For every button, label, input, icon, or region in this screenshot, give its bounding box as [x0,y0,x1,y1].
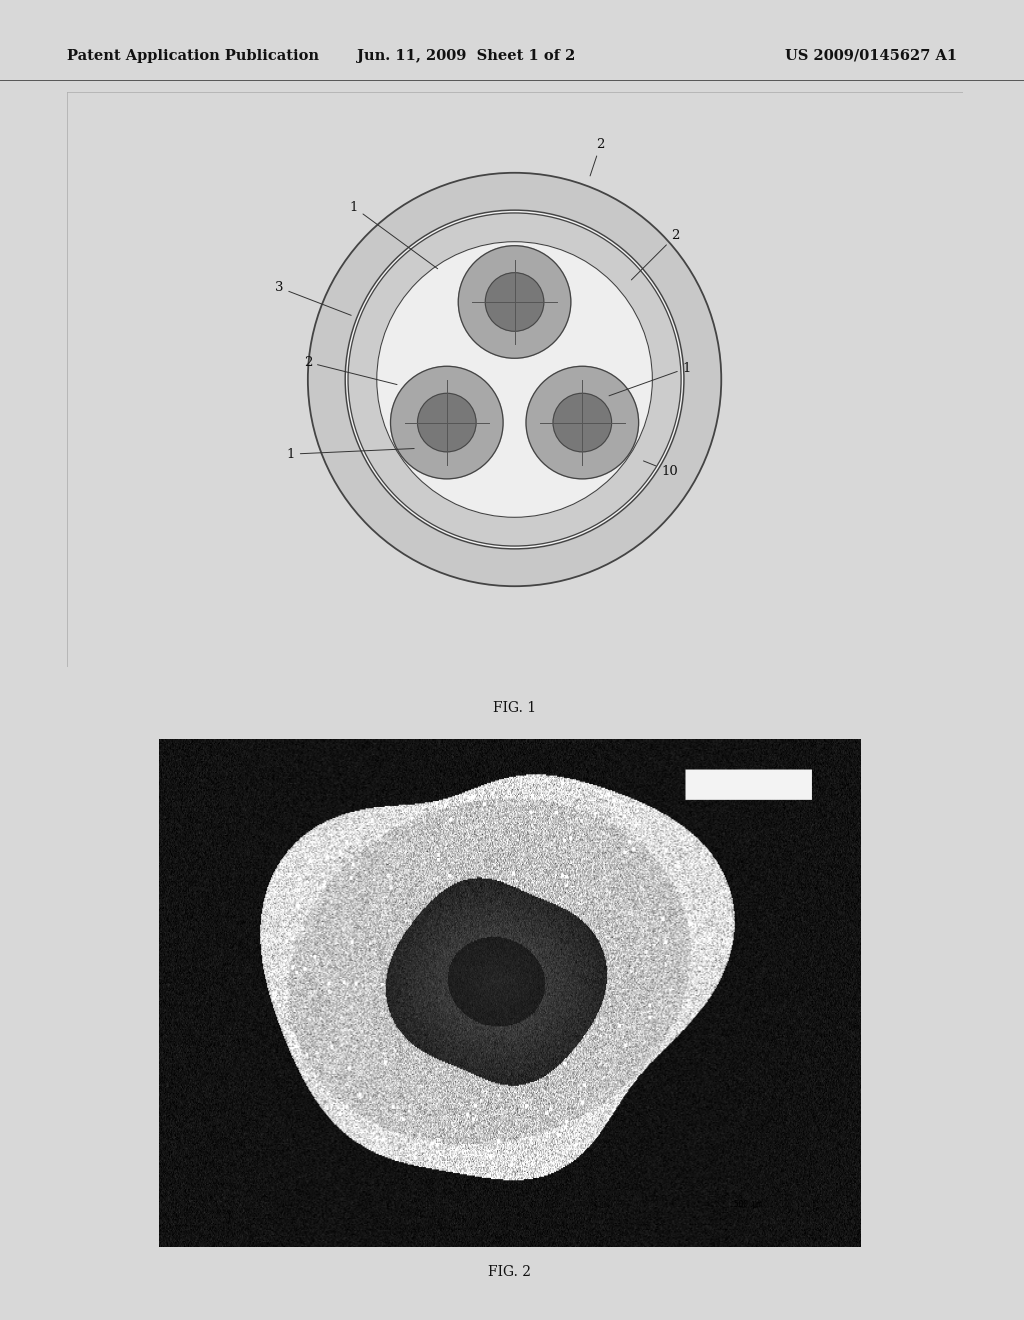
Circle shape [308,173,721,586]
Circle shape [418,393,476,451]
Text: Patent Application Publication: Patent Application Publication [67,49,318,63]
Circle shape [377,242,652,517]
Text: 2: 2 [304,356,397,384]
Text: FIG. 2: FIG. 2 [488,1266,530,1279]
Text: 3: 3 [274,281,351,315]
Text: Jun. 11, 2009  Sheet 1 of 2: Jun. 11, 2009 Sheet 1 of 2 [356,49,575,63]
Text: 1: 1 [287,447,414,461]
Text: 1: 1 [609,362,691,396]
Text: 2: 2 [590,137,605,176]
Circle shape [390,366,503,479]
Text: 500 μm: 500 μm [734,1200,762,1209]
Text: 10: 10 [643,461,678,478]
Circle shape [485,273,544,331]
Circle shape [526,366,639,479]
Circle shape [553,393,611,451]
Text: 1: 1 [349,201,437,269]
Text: FIG. 1: FIG. 1 [493,701,537,715]
Circle shape [459,246,570,358]
Text: 2: 2 [632,230,680,280]
Circle shape [348,213,681,546]
Circle shape [345,210,684,549]
Text: US 2009/0145627 A1: US 2009/0145627 A1 [785,49,957,63]
